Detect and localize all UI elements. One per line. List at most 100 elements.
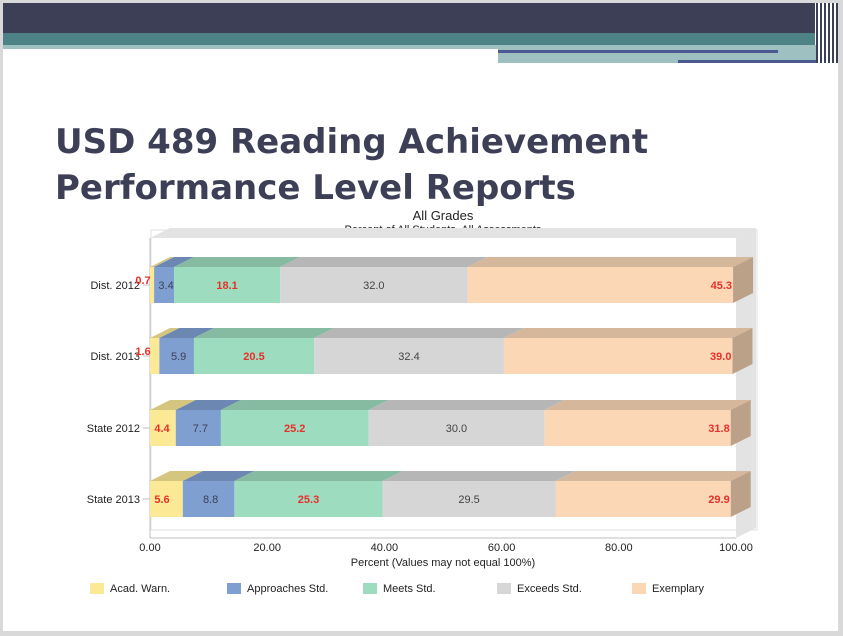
bar-top-face: [193, 328, 335, 338]
x-tick-label: 0.00: [139, 542, 160, 554]
x-tick-label: 60.00: [488, 542, 516, 554]
bar-segment: [159, 338, 194, 374]
category-label: State 2012: [87, 423, 140, 435]
data-label: 7.7: [193, 423, 208, 435]
bar-top-face: [182, 471, 255, 481]
data-label: 4.4: [154, 423, 170, 435]
bar-top-face: [368, 400, 565, 410]
legend-label: Acad. Warn.: [110, 583, 170, 595]
data-label: 39.0: [710, 351, 731, 363]
legend-swatch: [632, 583, 646, 594]
data-label: 0.7: [135, 275, 150, 287]
bar-top-face: [175, 400, 241, 410]
legend-label: Exceeds Std.: [517, 583, 582, 595]
bar-top-face: [467, 257, 754, 267]
bar-top-face: [154, 257, 195, 267]
bar-segment: [368, 410, 545, 446]
bar-top-face: [382, 471, 576, 481]
legend-swatch: [90, 583, 104, 594]
header-stripes: [816, 3, 838, 63]
bar-top-face: [555, 471, 751, 481]
x-axis-label: Percent (Values may not equal 100%): [351, 557, 535, 569]
bar-top-face: [503, 328, 753, 338]
bar-segment: [175, 410, 221, 446]
data-label: 29.5: [458, 494, 479, 506]
slide-title-line1: USD 489 Reading Achievement: [55, 122, 649, 162]
header-band-dark: [3, 3, 815, 33]
data-label: 18.1: [216, 280, 237, 292]
bar-top-face: [159, 328, 214, 338]
header-accent-block: [498, 45, 818, 63]
category-label: State 2013: [87, 494, 140, 506]
data-label: 29.9: [708, 494, 729, 506]
plot-area: 0.00 20.00 40.00 60.00 80.00 100.00 Dist. 2012…: [87, 228, 758, 554]
chart-title: All Grades: [413, 208, 474, 223]
legend: Acad. Warn. Approaches Std. Meets Std. Exce…: [90, 583, 704, 595]
data-label: 30.0: [446, 423, 467, 435]
category-label: Dist. 2012: [90, 280, 140, 292]
bar-end-face: [730, 471, 751, 517]
chart-right-frame: [736, 228, 756, 538]
bar-end-face: [730, 400, 751, 446]
data-label: 32.4: [398, 351, 419, 363]
bar-segment: [193, 338, 315, 374]
bar-top-face: [150, 400, 196, 410]
bar-segment: [234, 481, 383, 517]
bar-segment: [467, 267, 734, 303]
data-label: 25.2: [284, 423, 305, 435]
bar-segment: [150, 338, 160, 374]
x-tick-label: 40.00: [371, 542, 399, 554]
legend-swatch: [227, 583, 241, 594]
bar-top-face: [220, 400, 389, 410]
x-tick-label: 100.00: [719, 542, 753, 554]
bar-segment: [174, 267, 281, 303]
slide-title-line2: Performance Level Reports: [55, 168, 576, 208]
bar-end-face: [733, 257, 754, 303]
data-label: 32.0: [363, 280, 384, 292]
header-band-teal: [3, 33, 815, 45]
x-tick-label: 80.00: [605, 542, 633, 554]
bar-segment: [314, 338, 504, 374]
bar-segment: [382, 481, 556, 517]
bar-end-face: [732, 328, 753, 374]
data-label: 8.8: [203, 494, 218, 506]
x-tick-label: 20.00: [253, 542, 281, 554]
bar-top-face: [280, 257, 488, 267]
data-label: 5.9: [171, 351, 186, 363]
chart-top-frame: [150, 228, 756, 238]
data-label: 31.8: [708, 423, 729, 435]
header-band-light: [3, 45, 498, 49]
legend-swatch: [363, 583, 377, 594]
bar-segment: [150, 267, 155, 303]
header-accent-line: [678, 60, 823, 63]
bar-top-face: [234, 471, 403, 481]
data-label: 20.5: [243, 351, 264, 363]
slide-title: USD 489 Reading Achievement Performance …: [55, 119, 755, 211]
bar-segment: [544, 410, 731, 446]
bar-top-face: [314, 328, 524, 338]
bar-segment: [182, 481, 235, 517]
data-label: 1.6: [135, 346, 150, 358]
data-label: 25.3: [298, 494, 319, 506]
bar-segment: [150, 481, 183, 517]
bar-segment: [154, 267, 175, 303]
data-label: 45.3: [711, 280, 732, 292]
data-label: 5.6: [154, 494, 169, 506]
bar-top-face: [150, 328, 180, 338]
legend-label: Approaches Std.: [247, 583, 328, 595]
category-label: Dist. 2013: [90, 351, 140, 363]
legend-swatch: [497, 583, 511, 594]
bar-segment: [555, 481, 731, 517]
bar-top-face: [544, 400, 751, 410]
bar-segment: [150, 410, 176, 446]
bar-segment: [503, 338, 733, 374]
bar-segment: [280, 267, 468, 303]
bar-segment: [220, 410, 369, 446]
header-accent-line: [498, 50, 778, 53]
data-label: 3.4: [158, 280, 173, 292]
bar-top-face: [150, 257, 175, 267]
bar-top-face: [150, 471, 203, 481]
bar-top-face: [174, 257, 301, 267]
legend-label: Exemplary: [652, 583, 704, 595]
